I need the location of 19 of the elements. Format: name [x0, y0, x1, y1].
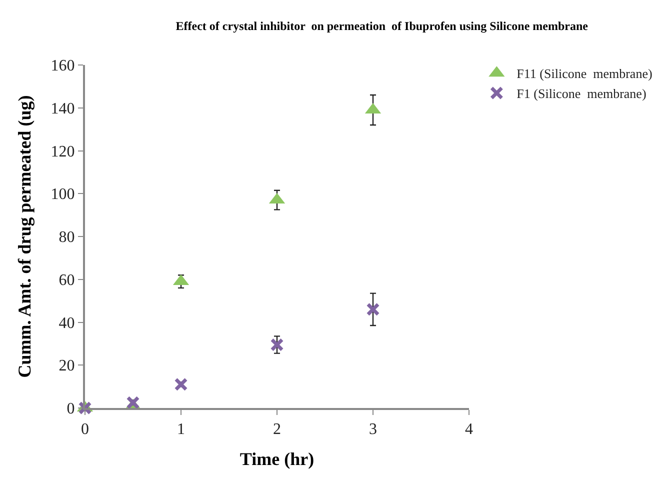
y-tick-label: 60 — [58, 272, 75, 289]
y-tick-label: 100 — [50, 186, 75, 204]
x-tick-label: 3 — [369, 421, 377, 438]
y-tick-label: 140 — [50, 100, 75, 118]
legend-label: F11 (Silicone membrane) — [516, 66, 652, 82]
y-tick-label: 20 — [58, 358, 75, 375]
chart-title: Effect of crystal inhibitor on permeation of Ibuprofen using Silicone membrane — [176, 18, 589, 33]
y-tick-label: 120 — [50, 143, 75, 160]
x-tick-label: 2 — [273, 421, 281, 438]
x-tick-label: 4 — [465, 421, 473, 438]
y-tick-label: 160 — [50, 58, 75, 75]
legend-label: F1 (Silicone membrane) — [516, 86, 646, 102]
y-axis-title: Cumm. Amt. of drug permeated (ug) — [14, 95, 34, 378]
y-tick-label: 80 — [58, 229, 75, 246]
x-tick-label: 1 — [177, 421, 185, 438]
y-tick-label: 0 — [66, 400, 75, 418]
x-axis-title: Time (hr) — [240, 448, 314, 469]
x-tick-label: 0 — [81, 421, 89, 438]
y-tick-label: 40 — [58, 314, 75, 332]
